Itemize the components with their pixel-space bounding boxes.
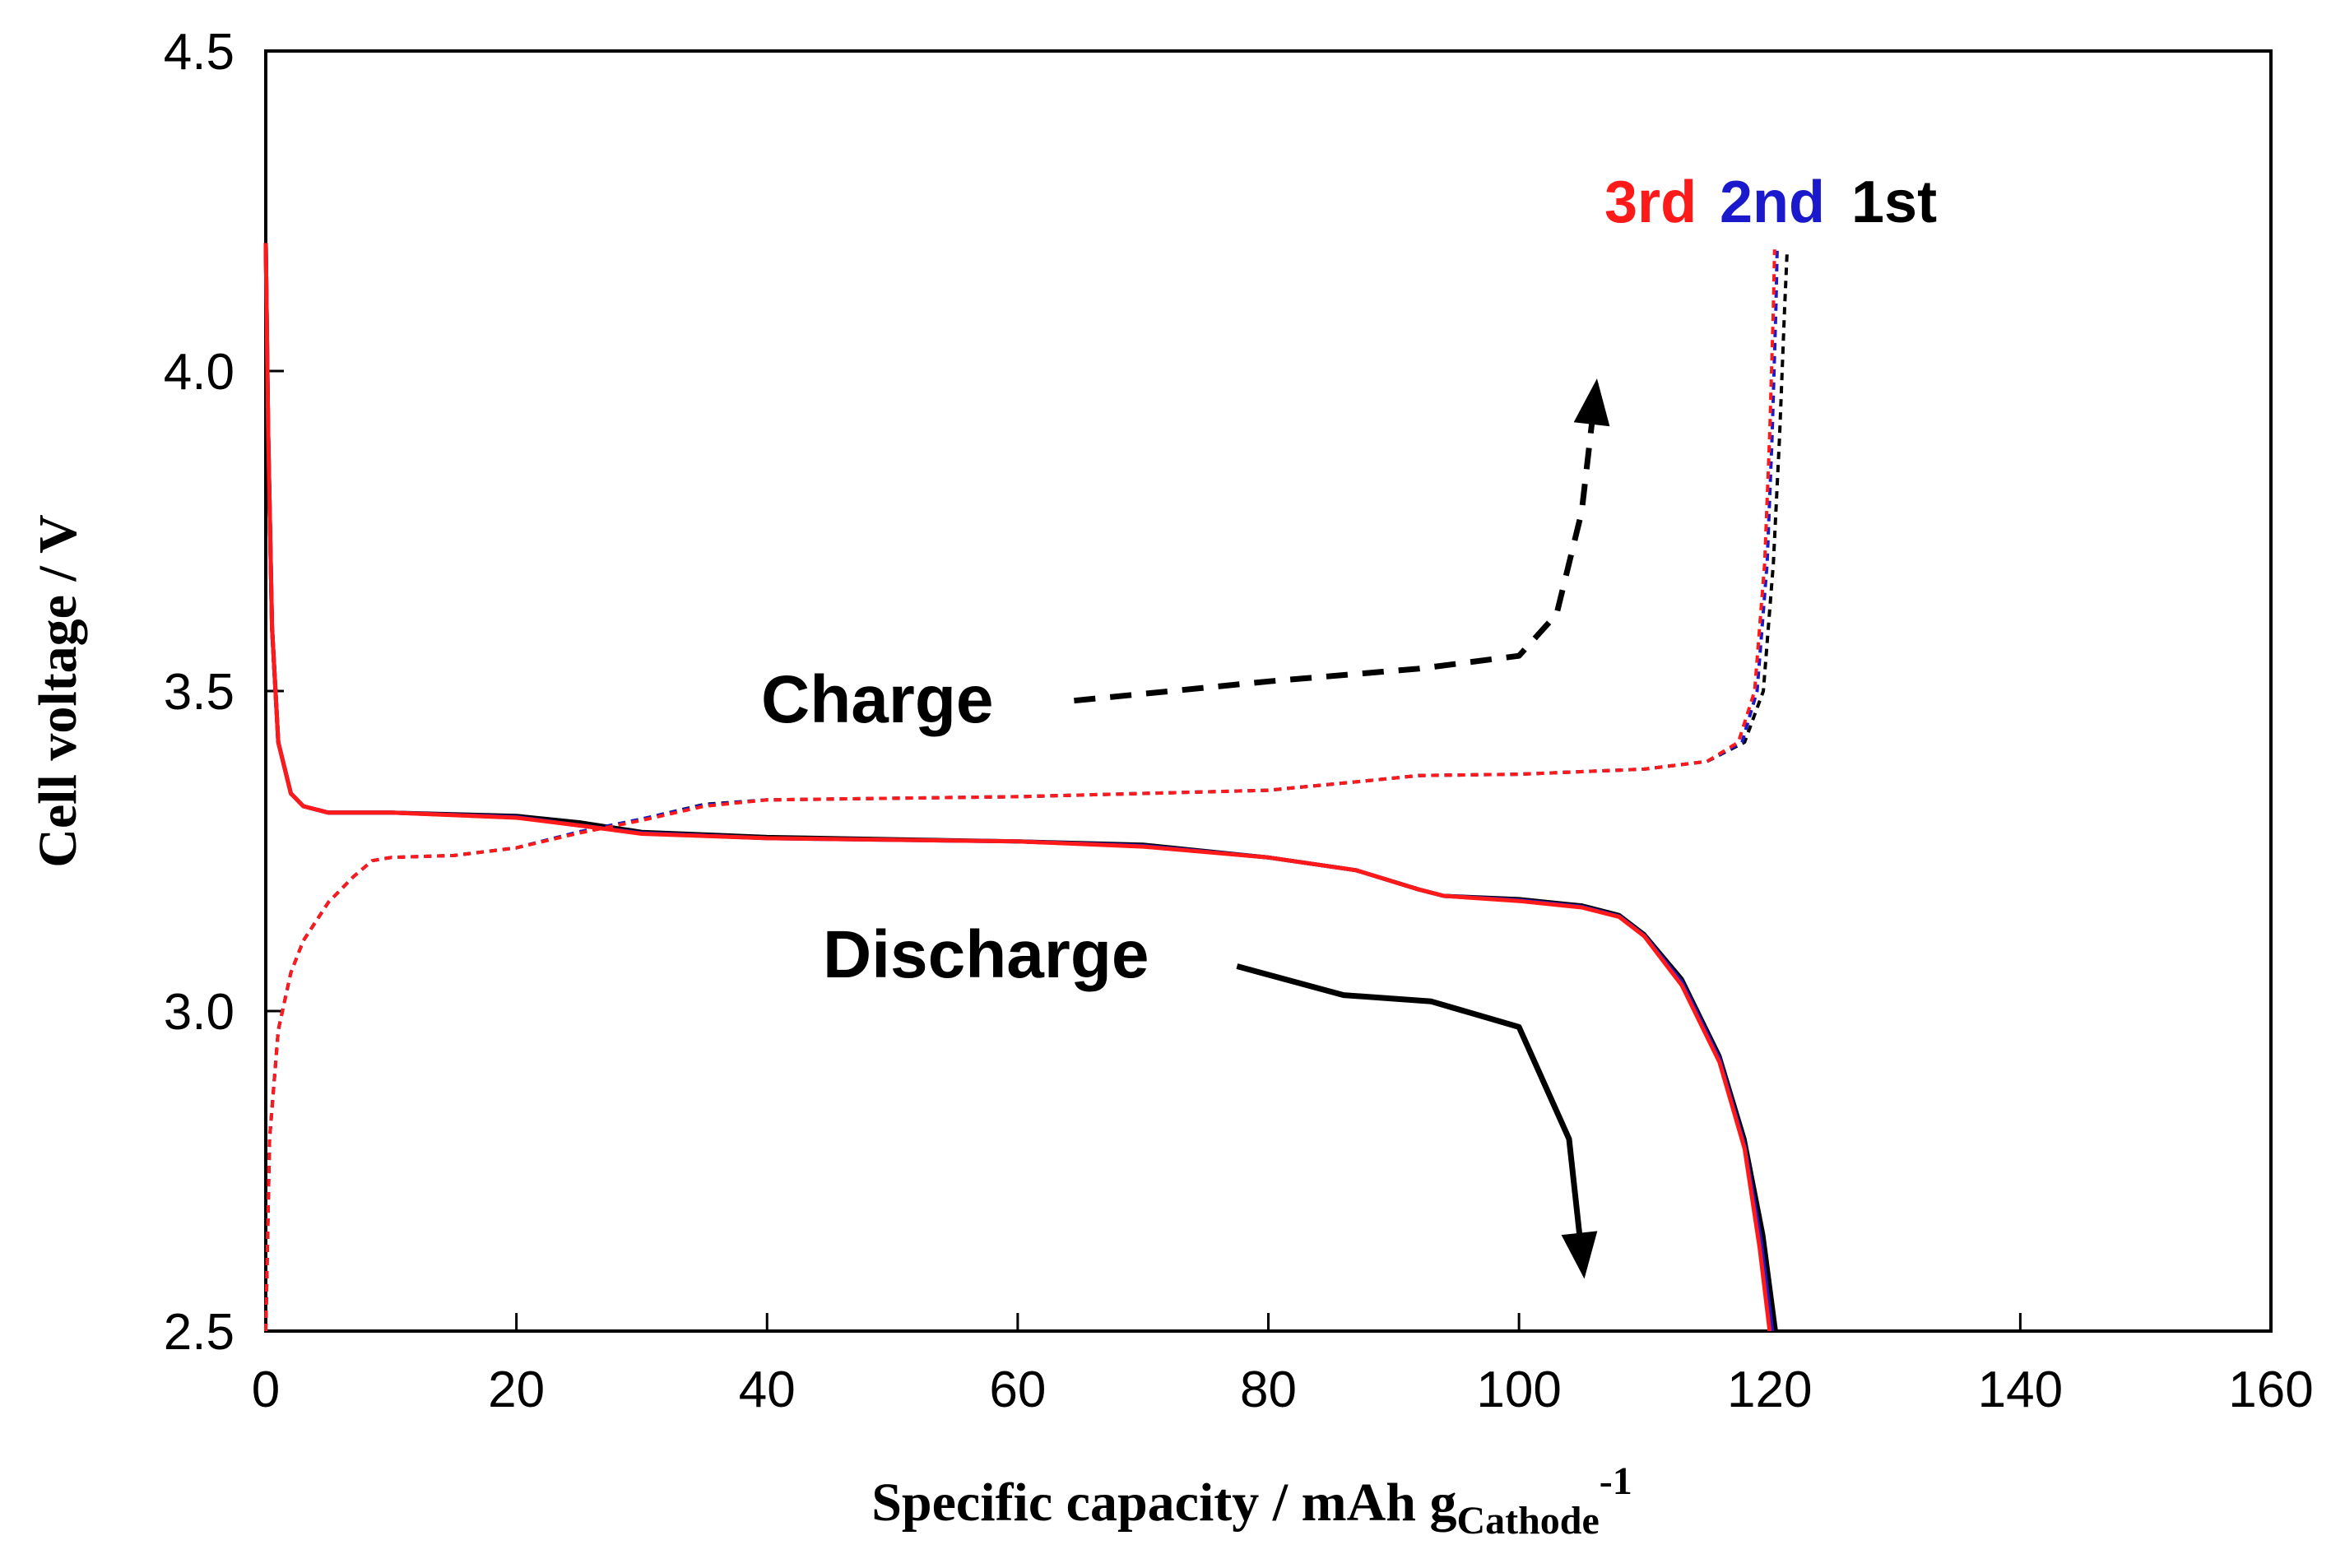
x-tick-label: 60 [989, 1362, 1046, 1418]
x-tick-label: 140 [1978, 1362, 2063, 1418]
series-1st-discharge-line [263, 243, 1778, 1332]
series-3rd-discharge-line [263, 243, 1772, 1332]
charge-arrow [1074, 402, 1597, 704]
discharge-annotation: Discharge [823, 917, 1149, 992]
discharge-arrowhead [1561, 1231, 1598, 1279]
cycle-label-3rd: 3rd [1604, 169, 1697, 235]
y-tick-label: 4.0 [164, 344, 234, 401]
series-1st-charge-line [264, 249, 1790, 1332]
cycle-label-1st: 1st [1851, 169, 1937, 235]
x-tick-label: 160 [2228, 1362, 2313, 1418]
x-tick-label: 100 [1476, 1362, 1561, 1418]
x-axis-title-subscript: Cathode [1456, 1499, 1599, 1542]
y-tick-label: 4.5 [164, 24, 234, 81]
plot-frame [264, 49, 2273, 1333]
charge-arrowhead [1573, 378, 1610, 427]
series-2nd-charge-line [264, 249, 1779, 1332]
x-tick-label: 40 [739, 1362, 796, 1418]
discharge-arrow [1236, 963, 1585, 1255]
x-tick-label: 20 [488, 1362, 545, 1418]
y-tick-label: 3.0 [164, 984, 234, 1041]
x-axis-title-main: Specific capacity / mAh g [871, 1473, 1456, 1533]
y-tick-label: 2.5 [164, 1304, 234, 1361]
x-tick-label: 0 [252, 1362, 280, 1418]
series-3rd-charge-line [264, 249, 1776, 1332]
x-tick-label: 80 [1240, 1362, 1297, 1418]
charge-annotation: Charge [761, 662, 994, 737]
x-axis-title-superscript: -1 [1600, 1459, 1632, 1503]
y-tick-label: 3.5 [164, 664, 234, 721]
x-tick-label: 120 [1727, 1362, 1812, 1418]
y-axis-title: Cell voltage / V [28, 514, 88, 868]
x-axis-title: Specific capacity / mAh gCathode-1 [871, 1459, 1632, 1542]
series-2nd-discharge-line [263, 243, 1775, 1332]
cycle-label-2nd: 2nd [1720, 169, 1825, 235]
